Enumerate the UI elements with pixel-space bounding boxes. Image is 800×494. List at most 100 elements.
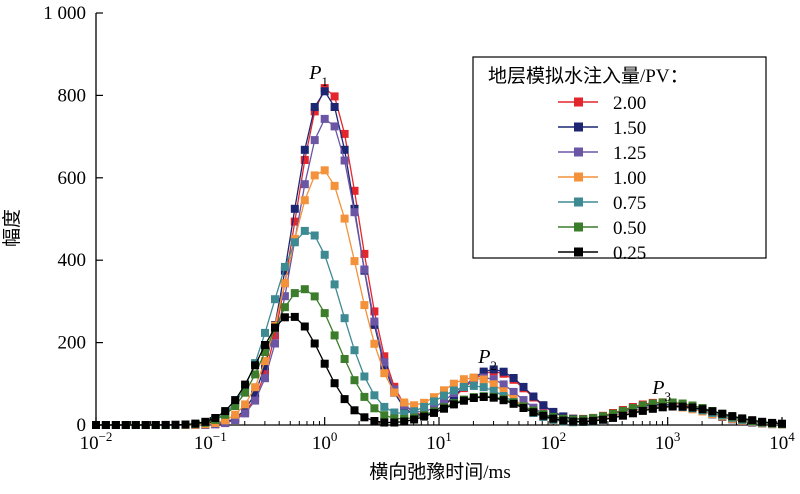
data-point (479, 375, 488, 384)
data-point (350, 208, 359, 217)
data-point (539, 411, 548, 420)
data-point (101, 421, 110, 429)
data-point (340, 395, 349, 404)
legend-entry: 1.00 (558, 168, 646, 189)
data-point (440, 391, 448, 400)
data-point (280, 292, 289, 301)
data-point (519, 382, 528, 391)
data-point (360, 413, 369, 422)
data-point (320, 114, 329, 123)
data-point (241, 409, 250, 418)
legend-marker (574, 147, 583, 157)
data-point (728, 412, 737, 421)
data-point (271, 323, 279, 332)
data-point (191, 419, 200, 428)
legend-label: 1.50 (613, 118, 646, 139)
data-point (519, 404, 528, 412)
data-point (758, 417, 767, 426)
x-tick-label: 103 (655, 429, 681, 454)
data-point (350, 186, 359, 195)
data-point (370, 339, 379, 348)
legend: 地层模拟水注入量/PV： 2.00 1.50 1.25 1.00 0.75 0.50 0.2… (472, 56, 767, 264)
y-tick-label: 800 (58, 85, 87, 106)
data-point (370, 391, 379, 400)
data-point (131, 421, 140, 429)
data-point (569, 417, 578, 426)
data-point (628, 409, 637, 418)
series-layer (92, 84, 786, 429)
peak-label: P2 (477, 346, 497, 373)
data-point (171, 420, 180, 429)
series-0.25 (92, 312, 786, 429)
x-tick-label: 100 (312, 429, 338, 454)
data-point (360, 372, 369, 381)
y-tick-label: 600 (58, 168, 87, 189)
data-point (618, 411, 627, 420)
data-point (330, 280, 339, 289)
data-point (181, 420, 190, 429)
data-point (241, 388, 250, 397)
data-point (420, 398, 429, 407)
legend-entry: 0.50 (558, 218, 646, 239)
data-point (280, 279, 289, 288)
data-point (628, 404, 637, 412)
x-tick-label: 10−2 (80, 429, 113, 454)
data-point (430, 397, 438, 406)
legend-marker (574, 247, 583, 257)
legend-label: 0.50 (613, 218, 646, 239)
peak-annotations: P1 P2 P3 (308, 62, 671, 404)
y-axis-label: 幅度 (1, 209, 23, 247)
data-point (300, 196, 309, 205)
data-point (330, 103, 339, 111)
data-point (261, 357, 269, 366)
data-point (141, 421, 150, 429)
data-point (251, 383, 260, 392)
data-point (380, 358, 389, 367)
data-point (280, 262, 289, 271)
data-point (161, 420, 170, 429)
data-point (410, 401, 419, 410)
data-point (221, 407, 230, 416)
data-point (251, 389, 260, 398)
data-point (380, 352, 389, 361)
data-point (420, 412, 429, 421)
data-point (280, 313, 289, 322)
data-point (380, 369, 389, 378)
data-point (678, 402, 687, 411)
data-point (400, 398, 409, 407)
legend-label: 1.00 (613, 168, 646, 189)
data-point (459, 383, 468, 391)
data-point (410, 415, 419, 424)
data-point (589, 416, 598, 425)
data-point (370, 404, 379, 413)
data-point (648, 404, 657, 413)
data-point (529, 392, 538, 401)
data-point (310, 103, 319, 111)
data-point (320, 87, 329, 96)
data-point (459, 375, 468, 384)
data-point (360, 301, 369, 310)
series-line (96, 117, 783, 426)
data-point (718, 409, 727, 418)
data-point (668, 402, 677, 411)
data-point (360, 392, 369, 401)
data-point (271, 339, 279, 348)
data-point (201, 417, 210, 426)
legend-title: 地层模拟水注入量/PV： (488, 65, 689, 87)
data-point (370, 317, 379, 326)
data-point (638, 401, 647, 410)
data-point (310, 292, 319, 301)
data-point (658, 403, 667, 412)
data-point (300, 156, 309, 164)
data-point (121, 421, 130, 429)
data-point (340, 129, 349, 138)
legend-marker (574, 197, 583, 207)
data-point (261, 374, 269, 383)
legend-entry: 1.25 (558, 143, 646, 164)
y-tick-label: 200 (58, 333, 87, 354)
data-point (340, 314, 349, 323)
data-point (479, 393, 488, 401)
data-point (499, 367, 508, 376)
data-point (400, 409, 409, 418)
data-point (330, 181, 339, 190)
